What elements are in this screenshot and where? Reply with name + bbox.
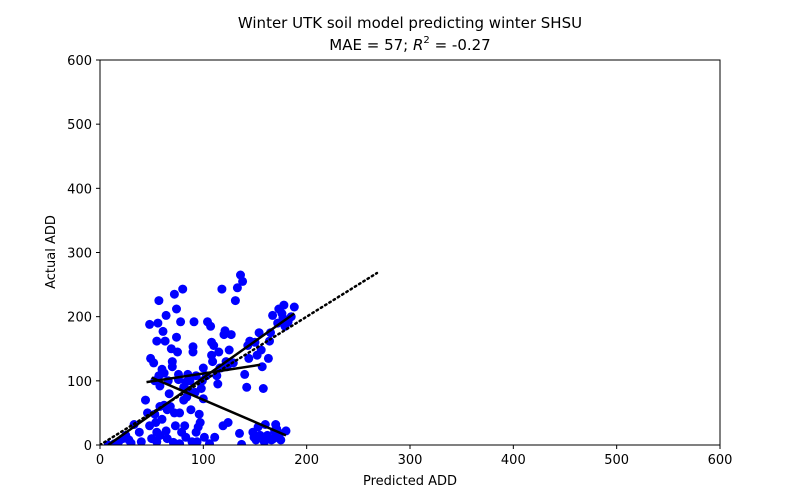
chart-subtitle: MAE = 57; R2 = -0.27 bbox=[329, 35, 490, 54]
reference-line bbox=[100, 271, 379, 445]
fit-line-3 bbox=[151, 376, 287, 437]
data-point bbox=[155, 381, 165, 391]
data-point bbox=[134, 427, 144, 437]
data-point bbox=[276, 435, 286, 445]
fit-line-2 bbox=[146, 363, 261, 384]
data-point bbox=[178, 284, 188, 294]
data-point bbox=[181, 432, 191, 442]
data-point bbox=[198, 363, 208, 373]
data-point bbox=[126, 438, 136, 445]
x-tick-label: 300 bbox=[398, 453, 423, 468]
r-superscript: 2 bbox=[423, 35, 429, 46]
data-point bbox=[170, 421, 180, 431]
data-point bbox=[157, 414, 167, 424]
y-tick-label: 100 bbox=[67, 375, 92, 390]
data-point bbox=[254, 328, 264, 338]
data-point bbox=[185, 376, 195, 386]
data-point bbox=[164, 389, 174, 399]
data-point bbox=[224, 345, 234, 355]
data-point bbox=[209, 341, 219, 350]
data-point bbox=[159, 368, 169, 378]
data-point bbox=[194, 409, 204, 419]
fit-line-1 bbox=[107, 312, 295, 445]
data-point bbox=[154, 296, 164, 306]
x-tick-label: 400 bbox=[501, 453, 526, 468]
data-point bbox=[235, 428, 244, 438]
data-point bbox=[263, 353, 273, 363]
data-point bbox=[238, 276, 248, 286]
x-tick-label: 500 bbox=[604, 453, 629, 468]
data-point bbox=[223, 418, 233, 427]
data-point bbox=[161, 426, 171, 436]
y-tick-label: 500 bbox=[67, 118, 92, 133]
data-point bbox=[189, 317, 199, 327]
y-tick-label: 200 bbox=[67, 311, 92, 326]
data-point bbox=[195, 418, 205, 427]
data-point bbox=[172, 332, 181, 342]
data-point bbox=[214, 347, 224, 357]
data-point bbox=[145, 319, 155, 329]
x-tick-label: 200 bbox=[294, 453, 319, 468]
data-point bbox=[257, 362, 267, 372]
r-value: = -0.27 bbox=[430, 36, 491, 54]
data-point bbox=[176, 317, 186, 327]
data-point bbox=[169, 289, 179, 299]
y-tick-label: 0 bbox=[84, 439, 92, 454]
data-point bbox=[210, 432, 220, 442]
data-point bbox=[155, 430, 165, 440]
y-tick-label: 400 bbox=[67, 182, 92, 197]
data-point bbox=[160, 336, 170, 346]
x-axis-label: Predicted ADD bbox=[363, 474, 457, 489]
axes: 0 100 200 300 400 500 600 0 100 200 300 400 500 600 bbox=[67, 54, 732, 468]
data-point bbox=[188, 347, 198, 357]
mae-text: MAE = 57; bbox=[329, 36, 413, 54]
data-point bbox=[192, 437, 202, 445]
data-point bbox=[232, 283, 242, 293]
data-point bbox=[136, 437, 146, 445]
data-point bbox=[208, 357, 218, 367]
data-point bbox=[279, 300, 289, 310]
plot-content bbox=[100, 270, 379, 445]
data-point bbox=[289, 302, 299, 312]
y-tick-label: 600 bbox=[67, 54, 92, 69]
data-point bbox=[173, 347, 182, 357]
data-point bbox=[175, 408, 185, 418]
data-point bbox=[240, 369, 250, 379]
data-point bbox=[226, 330, 236, 340]
data-point bbox=[206, 321, 216, 331]
data-point bbox=[199, 432, 209, 442]
x-tick-label: 0 bbox=[96, 453, 104, 468]
data-point bbox=[180, 421, 190, 431]
data-point bbox=[196, 384, 206, 393]
data-point bbox=[141, 395, 150, 405]
data-point bbox=[242, 382, 252, 392]
y-axis-label: Actual ADD bbox=[44, 215, 59, 289]
data-point bbox=[175, 439, 185, 445]
data-point bbox=[269, 434, 279, 444]
data-point bbox=[172, 304, 181, 314]
data-point bbox=[158, 326, 168, 336]
y-tick-label: 300 bbox=[67, 247, 92, 262]
r-symbol: R bbox=[413, 36, 423, 54]
x-tick-label: 600 bbox=[708, 453, 733, 468]
data-point bbox=[153, 318, 163, 328]
data-point bbox=[217, 284, 227, 294]
data-point bbox=[213, 379, 223, 389]
data-point bbox=[268, 310, 278, 320]
data-point bbox=[186, 405, 196, 415]
chart-title: Winter UTK soil model predicting winter … bbox=[238, 14, 582, 32]
data-point bbox=[161, 310, 171, 320]
data-point bbox=[244, 353, 254, 363]
data-point bbox=[149, 358, 159, 368]
data-point bbox=[152, 336, 162, 346]
data-point bbox=[230, 296, 240, 306]
data-point bbox=[258, 384, 268, 393]
data-point bbox=[237, 439, 247, 445]
data-point bbox=[167, 357, 177, 367]
x-tick-label: 100 bbox=[191, 453, 216, 468]
